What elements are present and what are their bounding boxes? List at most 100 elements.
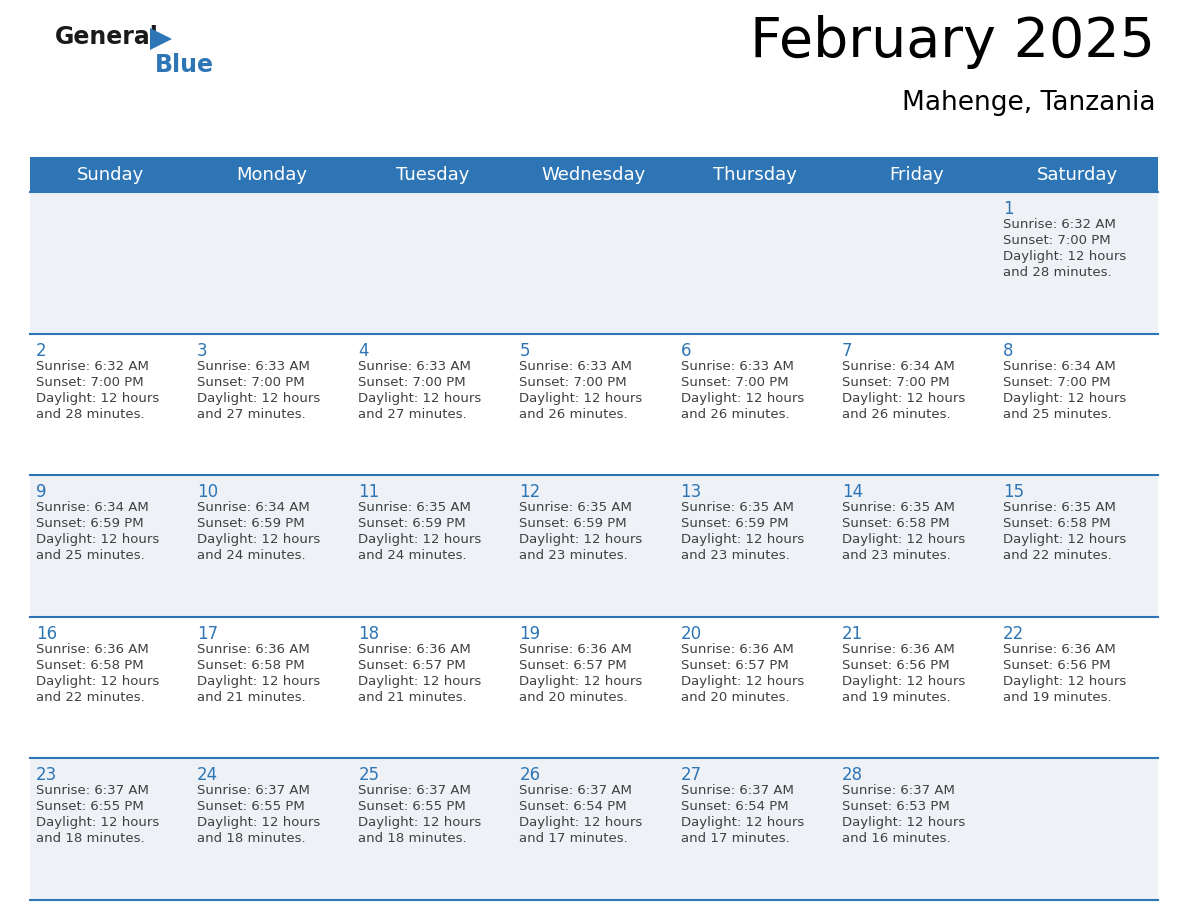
Text: 18: 18 [359,625,379,643]
Text: Daylight: 12 hours: Daylight: 12 hours [681,533,804,546]
Text: Daylight: 12 hours: Daylight: 12 hours [1003,675,1126,688]
Text: 27: 27 [681,767,702,784]
Text: and 21 minutes.: and 21 minutes. [197,691,305,704]
Text: Sunrise: 6:33 AM: Sunrise: 6:33 AM [519,360,632,373]
Text: Sunrise: 6:33 AM: Sunrise: 6:33 AM [681,360,794,373]
Text: Sunset: 6:58 PM: Sunset: 6:58 PM [36,659,144,672]
Text: Sunrise: 6:32 AM: Sunrise: 6:32 AM [36,360,148,373]
Text: Sunrise: 6:37 AM: Sunrise: 6:37 AM [681,784,794,798]
Text: Sunset: 6:54 PM: Sunset: 6:54 PM [519,800,627,813]
Text: Daylight: 12 hours: Daylight: 12 hours [197,816,321,829]
Text: 28: 28 [842,767,862,784]
Text: and 23 minutes.: and 23 minutes. [519,549,628,562]
Text: and 16 minutes.: and 16 minutes. [842,833,950,845]
Text: and 18 minutes.: and 18 minutes. [359,833,467,845]
Text: and 25 minutes.: and 25 minutes. [36,549,145,562]
Text: and 18 minutes.: and 18 minutes. [197,833,305,845]
Text: Daylight: 12 hours: Daylight: 12 hours [842,816,965,829]
Text: Daylight: 12 hours: Daylight: 12 hours [359,816,481,829]
Bar [30,157,1158,192]
Text: Sunrise: 6:36 AM: Sunrise: 6:36 AM [519,643,632,655]
Text: Sunrise: 6:36 AM: Sunrise: 6:36 AM [842,643,954,655]
Text: and 27 minutes.: and 27 minutes. [359,408,467,420]
Text: Sunset: 6:59 PM: Sunset: 6:59 PM [197,517,305,531]
Text: Daylight: 12 hours: Daylight: 12 hours [1003,533,1126,546]
Text: Daylight: 12 hours: Daylight: 12 hours [359,675,481,688]
Text: 9: 9 [36,483,46,501]
Text: and 19 minutes.: and 19 minutes. [842,691,950,704]
Text: Sunset: 6:59 PM: Sunset: 6:59 PM [36,517,144,531]
Text: Sunset: 7:00 PM: Sunset: 7:00 PM [359,375,466,388]
Text: Sunset: 6:59 PM: Sunset: 6:59 PM [519,517,627,531]
Text: 15: 15 [1003,483,1024,501]
Text: 3: 3 [197,341,208,360]
Text: 5: 5 [519,341,530,360]
Text: Daylight: 12 hours: Daylight: 12 hours [36,392,159,405]
Text: 19: 19 [519,625,541,643]
Text: Daylight: 12 hours: Daylight: 12 hours [36,675,159,688]
Text: Sunday: Sunday [77,165,144,184]
Text: and 27 minutes.: and 27 minutes. [197,408,305,420]
Text: Sunrise: 6:35 AM: Sunrise: 6:35 AM [681,501,794,514]
Text: and 28 minutes.: and 28 minutes. [36,408,145,420]
Text: and 22 minutes.: and 22 minutes. [1003,549,1112,562]
Text: Daylight: 12 hours: Daylight: 12 hours [842,392,965,405]
Text: Friday: Friday [889,165,943,184]
Text: Sunset: 6:53 PM: Sunset: 6:53 PM [842,800,949,813]
Text: 11: 11 [359,483,379,501]
Text: and 22 minutes.: and 22 minutes. [36,691,145,704]
Text: Sunset: 7:00 PM: Sunset: 7:00 PM [1003,234,1111,247]
Text: and 21 minutes.: and 21 minutes. [359,691,467,704]
Text: Daylight: 12 hours: Daylight: 12 hours [1003,250,1126,263]
Text: 22: 22 [1003,625,1024,643]
Text: 8: 8 [1003,341,1013,360]
Text: Sunrise: 6:36 AM: Sunrise: 6:36 AM [359,643,470,655]
Text: Sunrise: 6:37 AM: Sunrise: 6:37 AM [197,784,310,798]
Text: Daylight: 12 hours: Daylight: 12 hours [519,392,643,405]
Text: Sunrise: 6:34 AM: Sunrise: 6:34 AM [842,360,954,373]
Text: Sunset: 6:56 PM: Sunset: 6:56 PM [842,659,949,672]
Text: 13: 13 [681,483,702,501]
Text: Sunrise: 6:36 AM: Sunrise: 6:36 AM [681,643,794,655]
Text: Sunset: 7:00 PM: Sunset: 7:00 PM [842,375,949,388]
Text: Daylight: 12 hours: Daylight: 12 hours [197,533,321,546]
Text: Sunrise: 6:35 AM: Sunrise: 6:35 AM [1003,501,1116,514]
Text: Sunrise: 6:37 AM: Sunrise: 6:37 AM [36,784,148,798]
Text: Sunset: 6:57 PM: Sunset: 6:57 PM [359,659,466,672]
Text: Sunset: 6:57 PM: Sunset: 6:57 PM [681,659,789,672]
Text: Sunrise: 6:36 AM: Sunrise: 6:36 AM [1003,643,1116,655]
Text: Daylight: 12 hours: Daylight: 12 hours [36,533,159,546]
Text: 2: 2 [36,341,46,360]
Text: Daylight: 12 hours: Daylight: 12 hours [197,675,321,688]
Text: and 17 minutes.: and 17 minutes. [681,833,789,845]
Bar [30,333,1158,476]
Text: and 24 minutes.: and 24 minutes. [197,549,305,562]
Text: Daylight: 12 hours: Daylight: 12 hours [681,675,804,688]
Text: Sunset: 6:55 PM: Sunset: 6:55 PM [36,800,144,813]
Text: 6: 6 [681,341,691,360]
Text: Sunrise: 6:35 AM: Sunrise: 6:35 AM [842,501,955,514]
Text: Sunset: 6:59 PM: Sunset: 6:59 PM [359,517,466,531]
Text: Sunrise: 6:35 AM: Sunrise: 6:35 AM [519,501,632,514]
Text: and 19 minutes.: and 19 minutes. [1003,691,1112,704]
Text: Sunset: 6:55 PM: Sunset: 6:55 PM [197,800,305,813]
Text: Sunset: 6:58 PM: Sunset: 6:58 PM [842,517,949,531]
Text: 24: 24 [197,767,219,784]
Text: Sunset: 6:54 PM: Sunset: 6:54 PM [681,800,788,813]
Text: 20: 20 [681,625,702,643]
Text: Sunrise: 6:37 AM: Sunrise: 6:37 AM [519,784,632,798]
Text: Sunrise: 6:37 AM: Sunrise: 6:37 AM [842,784,955,798]
Text: and 24 minutes.: and 24 minutes. [359,549,467,562]
Text: Sunset: 7:00 PM: Sunset: 7:00 PM [681,375,788,388]
Text: 16: 16 [36,625,57,643]
Text: Sunrise: 6:37 AM: Sunrise: 6:37 AM [359,784,472,798]
Text: Sunrise: 6:32 AM: Sunrise: 6:32 AM [1003,218,1116,231]
Text: Sunrise: 6:34 AM: Sunrise: 6:34 AM [1003,360,1116,373]
Text: and 28 minutes.: and 28 minutes. [1003,266,1112,279]
Text: 17: 17 [197,625,219,643]
Text: Tuesday: Tuesday [396,165,469,184]
Text: and 26 minutes.: and 26 minutes. [519,408,628,420]
Text: Daylight: 12 hours: Daylight: 12 hours [359,392,481,405]
Text: Daylight: 12 hours: Daylight: 12 hours [842,533,965,546]
Text: Sunset: 7:00 PM: Sunset: 7:00 PM [1003,375,1111,388]
